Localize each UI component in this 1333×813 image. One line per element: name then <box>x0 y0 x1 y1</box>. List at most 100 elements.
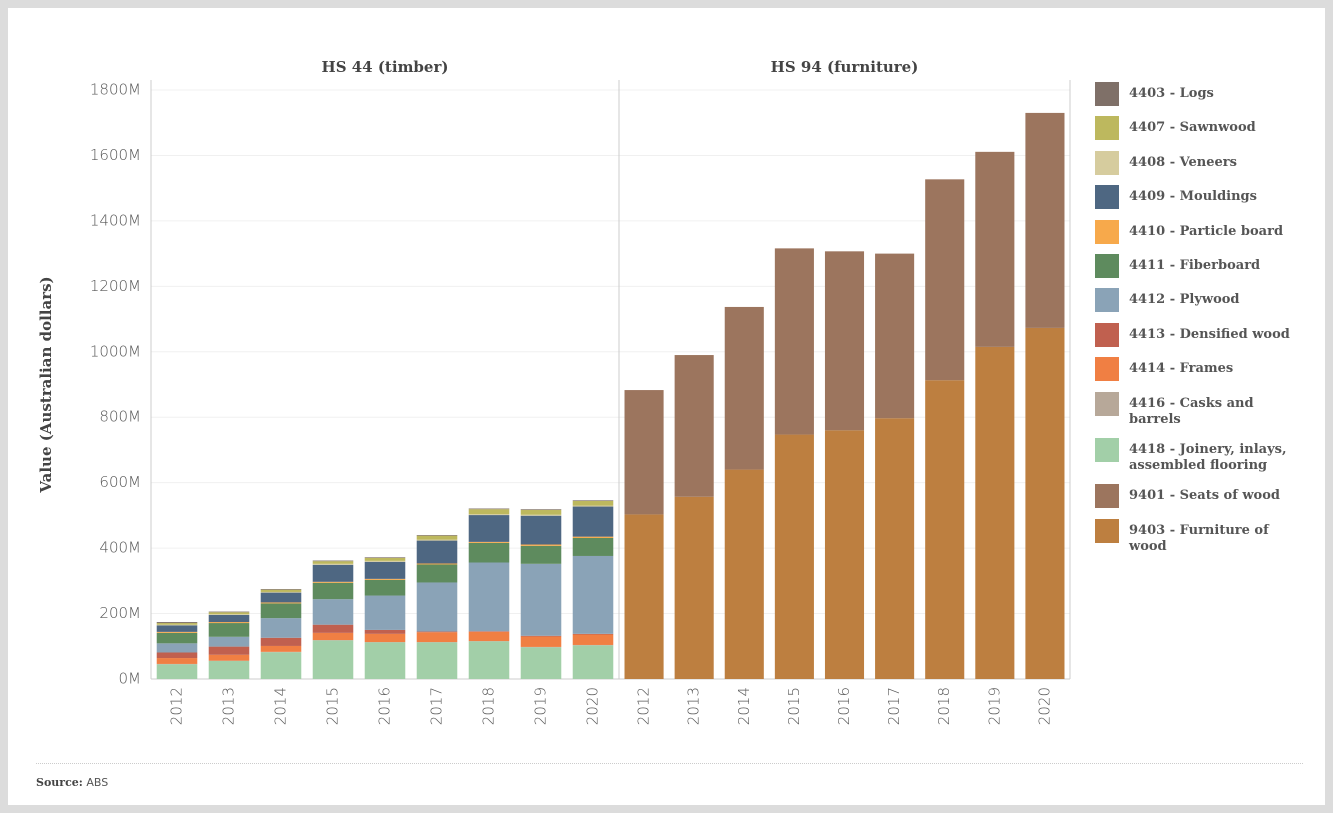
x-tick-label: 2017 <box>428 687 446 725</box>
bar-segment <box>624 514 664 679</box>
x-tick-label: 2020 <box>1035 687 1053 725</box>
bar-segment <box>156 622 198 624</box>
bar-segment <box>774 248 814 435</box>
legend-item: 4407 - Sawnwood <box>1095 116 1310 141</box>
y-tick-label: 200M <box>99 604 141 622</box>
bar-segment <box>875 253 915 419</box>
legend-item: 4413 - Densified wood <box>1095 322 1310 347</box>
bar-segment <box>520 636 562 647</box>
bar-segment <box>364 557 406 561</box>
source-label: Source: <box>36 776 83 789</box>
legend-label: 4408 - Veneers <box>1129 154 1237 170</box>
source-text: ABS <box>86 776 109 789</box>
bar-segment <box>208 623 250 637</box>
bar-segment <box>468 515 510 542</box>
bar-segment <box>468 509 510 515</box>
legend-item: 4412 - Plywood <box>1095 288 1310 313</box>
bar-segment <box>520 544 562 546</box>
bar-segment <box>364 560 406 562</box>
y-tick-label: 1400M <box>90 211 141 229</box>
bar-segment <box>416 540 458 564</box>
bar-segment <box>364 642 406 679</box>
legend-label: 4416 - Casks and barrels <box>1129 395 1254 427</box>
bar-segment <box>468 641 510 679</box>
bar-segment <box>208 654 250 661</box>
bar-segment <box>520 514 562 516</box>
bar-segment <box>364 633 406 643</box>
x-tick-label: 2014 <box>735 687 753 725</box>
bar-segment <box>674 355 714 497</box>
bar-segment <box>1025 112 1065 328</box>
legend-swatch <box>1095 82 1119 106</box>
legend-label: 9401 - Seats of wood <box>1129 488 1280 504</box>
x-tick-label: 2015 <box>324 687 342 725</box>
x-tick-label: 2012 <box>635 687 653 725</box>
legend-item: 4416 - Casks and barrels <box>1095 391 1310 428</box>
bar-segment <box>312 561 354 564</box>
bar-segment <box>260 618 302 638</box>
legend-label: 4412 - Plywood <box>1129 292 1240 308</box>
legend-swatch <box>1095 253 1119 278</box>
legend-item: 4414 - Frames <box>1095 357 1310 382</box>
bar-segment <box>824 430 865 679</box>
bar-segment <box>572 500 614 506</box>
legend-item: 4403 - Logs <box>1095 82 1310 106</box>
bar-segment <box>208 614 250 623</box>
bar-segment <box>975 346 1015 679</box>
x-tick-label: 2012 <box>168 687 186 725</box>
bar-segment <box>312 563 354 565</box>
x-tick-label: 2020 <box>584 687 602 725</box>
bar-segment <box>312 640 354 679</box>
bar-segment <box>520 515 562 545</box>
bar-segment <box>468 631 510 642</box>
legend-swatch <box>1095 391 1119 416</box>
bar-segment <box>520 509 562 515</box>
bar-segment <box>572 645 614 679</box>
legend-swatch <box>1095 150 1119 175</box>
x-tick-label: 2016 <box>835 687 853 725</box>
bar-segment <box>416 582 458 632</box>
bar-segment <box>260 589 302 590</box>
bar-segment <box>208 636 250 647</box>
bar-segment <box>416 535 458 536</box>
bar-segment <box>875 418 915 679</box>
bar-segment <box>312 560 354 562</box>
bar-segment <box>312 599 354 625</box>
legend-item: 4411 - Fiberboard <box>1095 253 1310 278</box>
x-tick-label: 2015 <box>785 687 803 725</box>
bar-segment <box>260 592 302 603</box>
y-tick-label: 800M <box>99 408 141 426</box>
bar-segment <box>260 637 302 646</box>
y-tick-label: 1600M <box>90 146 141 164</box>
bar-segment <box>824 251 865 431</box>
x-tick-label: 2018 <box>935 687 953 725</box>
bar-segment <box>572 555 614 634</box>
bar-segment <box>975 151 1015 347</box>
bar-segment <box>572 633 614 635</box>
legend-label: 4409 - Mouldings <box>1129 189 1257 205</box>
x-tick-label: 2018 <box>480 687 498 725</box>
legend-item: 4410 - Particle board <box>1095 219 1310 244</box>
bar-segment <box>260 603 302 619</box>
bar-segment <box>208 622 250 624</box>
bar-segment <box>520 635 562 637</box>
bar-segment <box>260 652 302 679</box>
bar-segment <box>260 591 302 593</box>
bar-segment <box>260 589 302 592</box>
y-tick-label: 400M <box>99 539 141 557</box>
card: 0M 200M 400M 600M 800M 1000M 1200M 1400M 1600M 18… <box>8 8 1325 805</box>
bar-segment <box>416 632 458 643</box>
bar-segment <box>468 562 510 632</box>
bar-segment <box>208 612 250 615</box>
bar-segment <box>156 664 198 679</box>
bar-segment <box>312 564 354 582</box>
bar-segment <box>468 508 510 510</box>
bar-segment <box>468 541 510 543</box>
bar-segment <box>468 542 510 563</box>
bar-segment <box>416 642 458 679</box>
legend-label: 9403 - Furniture of wood <box>1129 522 1269 554</box>
y-tick-label: 1200M <box>90 277 141 295</box>
bar-segment <box>572 505 614 507</box>
legend-swatch <box>1095 518 1119 543</box>
bar-segment <box>208 646 250 655</box>
